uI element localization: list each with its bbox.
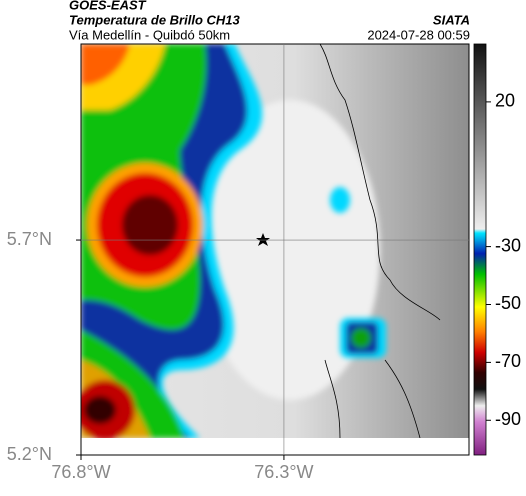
source: GOES-EAST [69,0,147,12]
lon-tick-label: 76.8°W [51,462,110,482]
imagery [81,44,469,438]
colorbar-tick-label: -90 [495,409,521,429]
agency: SIATA [433,12,470,27]
colorbar-tick-label: -50 [495,293,521,313]
colorbar-tick-label: 20 [495,91,515,111]
title: Temperatura de Brillo CH13 [69,12,241,27]
colorbar-tick-label: -30 [495,235,521,255]
subtitle: Vía Medellín - Quibdó 50km [69,27,230,42]
colorbar [473,43,487,456]
colorbar-tick-label: -70 [495,351,521,371]
lat-tick-label: 5.7°N [7,229,52,249]
timestamp: 2024-07-28 00:59 [367,27,470,42]
lat-tick-label: 5.2°N [7,444,52,464]
lon-tick-label: 76.3°W [254,462,313,482]
location-star [256,233,270,246]
